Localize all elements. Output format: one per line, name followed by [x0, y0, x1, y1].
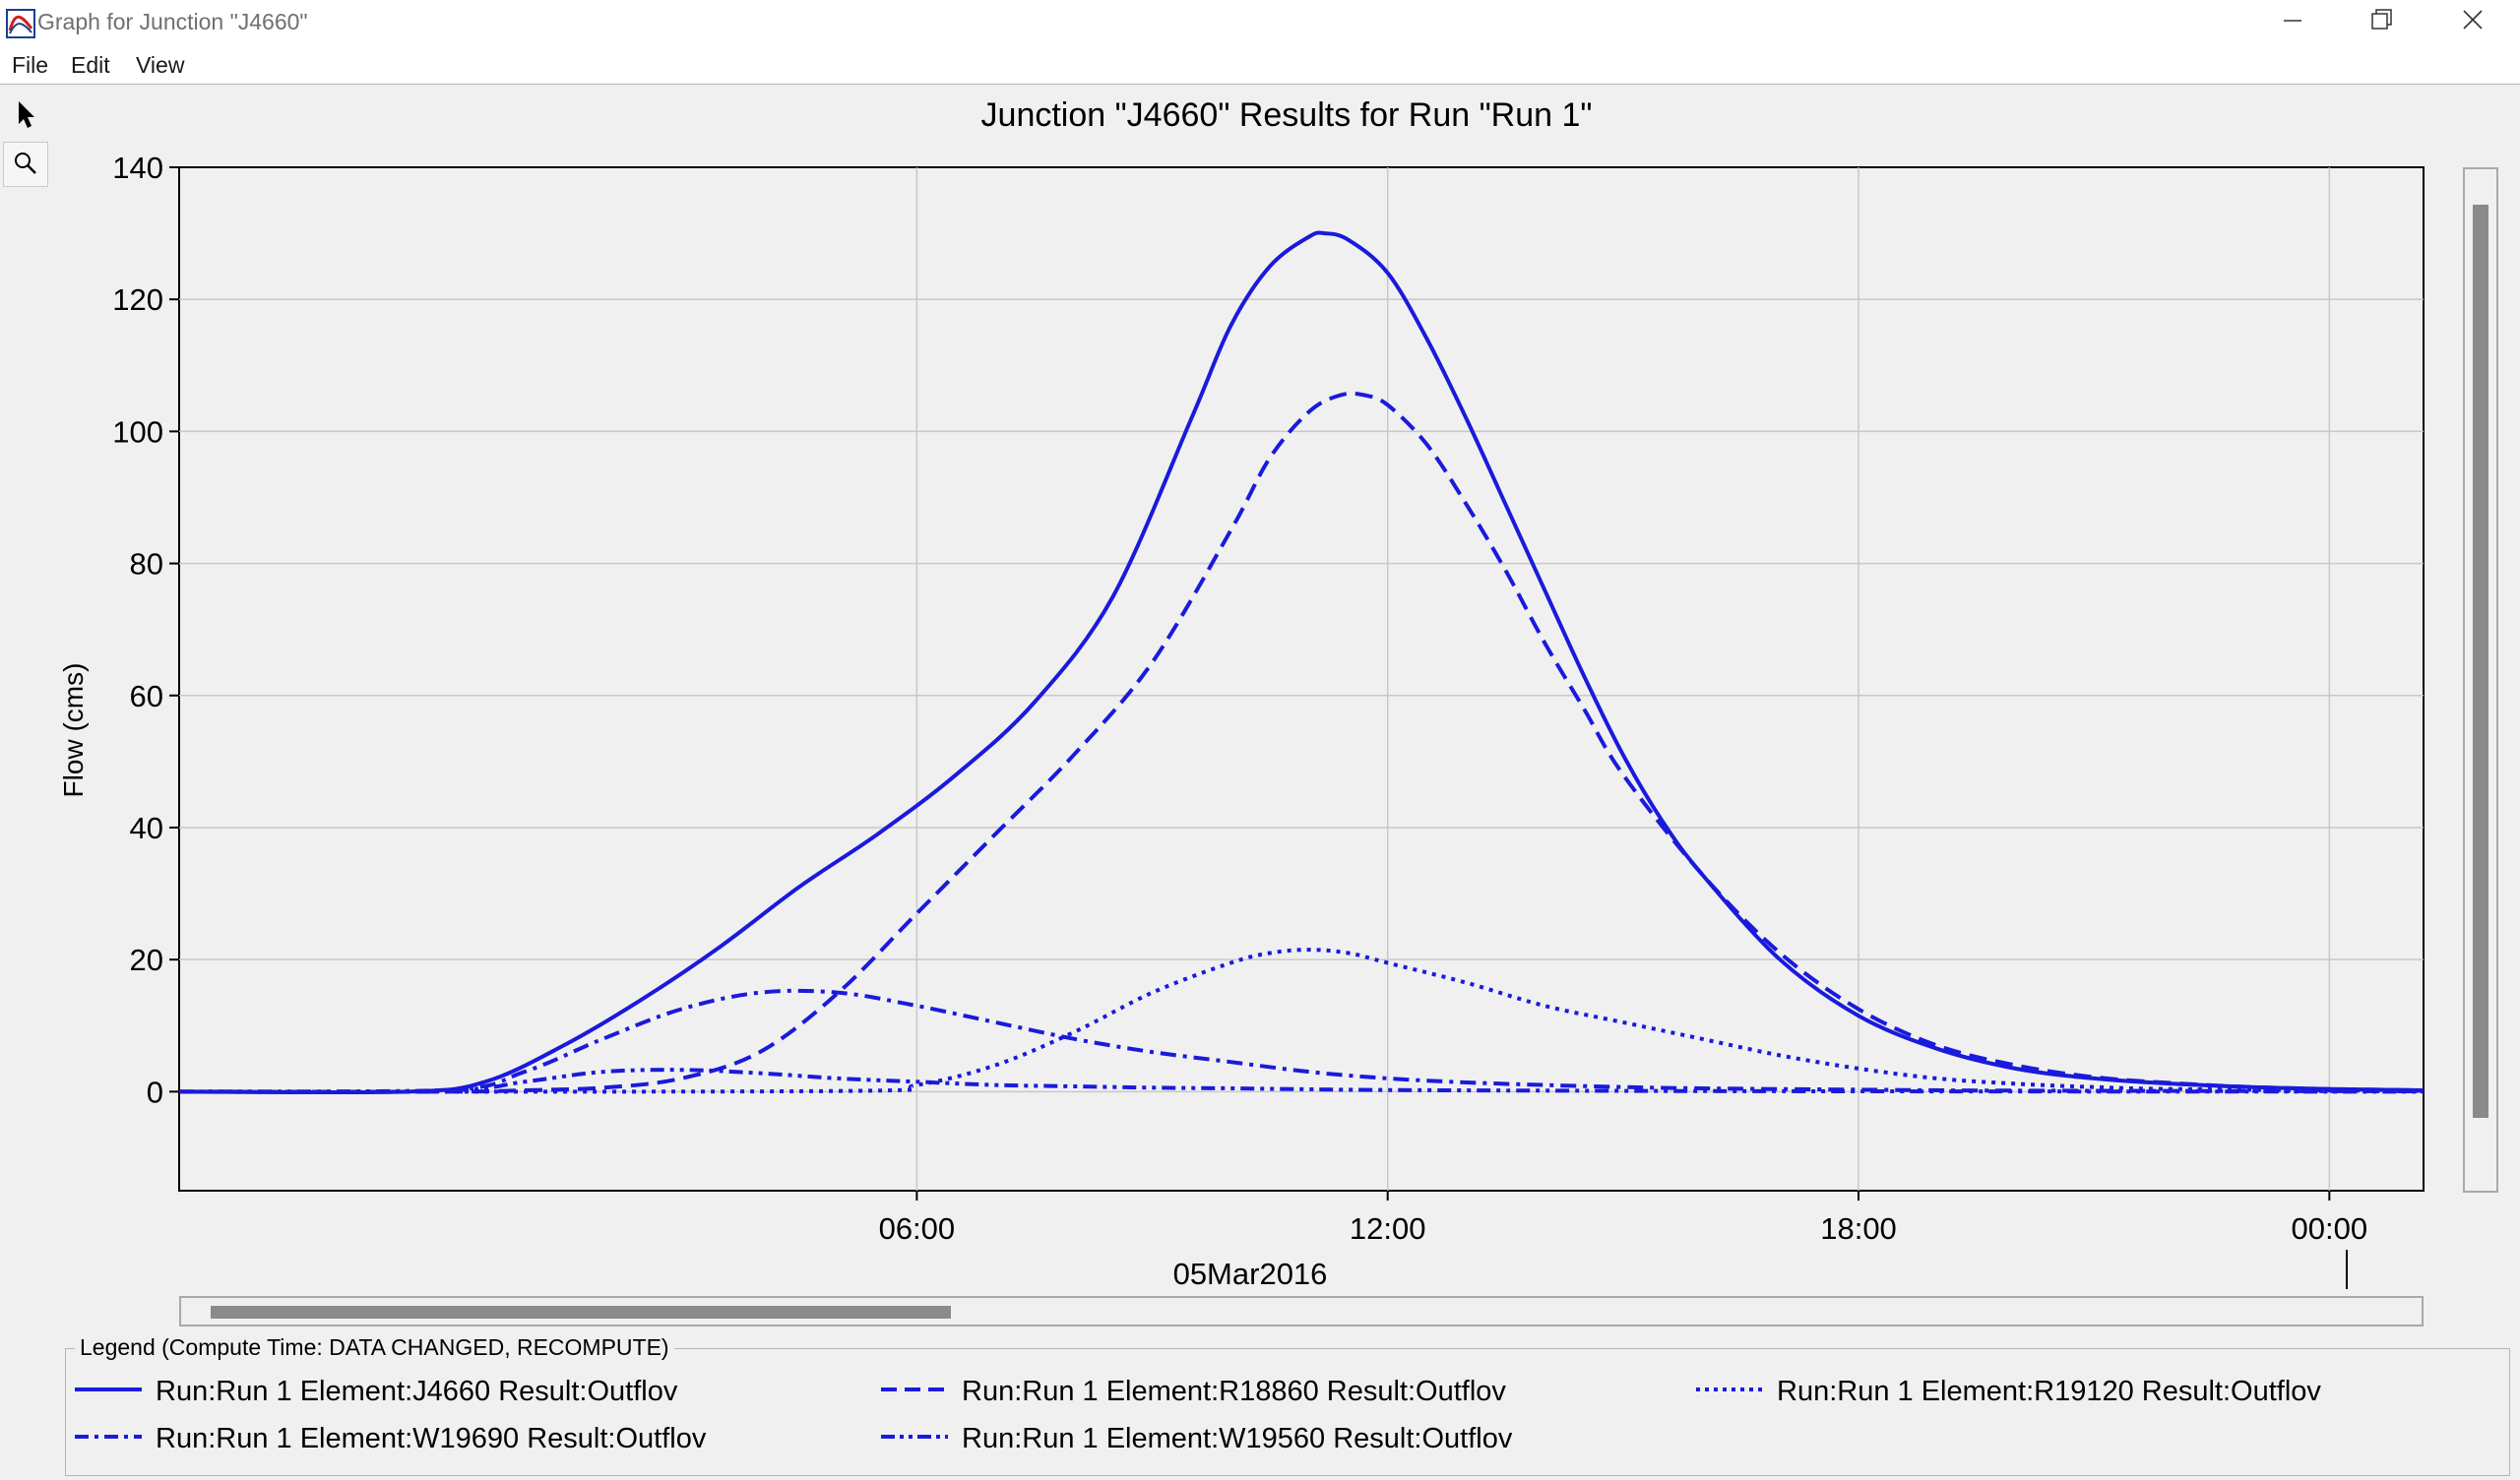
minimize-icon: [2284, 20, 2301, 22]
menu-view[interactable]: View: [136, 52, 185, 78]
legend-label: Run:Run 1 Element:J4660 Result:Outflov: [156, 1376, 678, 1407]
legend-item: Run:Run 1 Element:R18860 Result:Outflov: [881, 1372, 1570, 1411]
hec-hms-graph-icon: [6, 9, 35, 38]
menu-edit[interactable]: Edit: [71, 52, 110, 78]
chart-title: Junction "J4660" Results for Run "Run 1": [981, 96, 1593, 134]
menu-bar: File Edit View: [0, 47, 2520, 85]
pointer-arrow-icon: [19, 101, 34, 128]
minimize-button[interactable]: [2246, 0, 2337, 47]
horizontal-scrollbar-thumb[interactable]: [211, 1306, 951, 1319]
series-lines: [178, 230, 2425, 1095]
y-tick-label: 60: [130, 679, 163, 713]
x-tick-label: 12:00: [1350, 1211, 1426, 1246]
restore-button[interactable]: [2337, 0, 2427, 47]
y-tick-label: 80: [130, 547, 163, 582]
series-line-dotted: [178, 948, 2425, 1094]
legend-item: Run:Run 1 Element:W19560 Result:Outflov: [881, 1419, 1570, 1458]
legend-item: Run:Run 1 Element:W19690 Result:Outflov: [75, 1419, 764, 1458]
menu-file[interactable]: File: [12, 52, 49, 78]
restore-icon: [2371, 9, 2392, 30]
x-tick-label: 18:00: [1820, 1211, 1897, 1246]
y-tick-label: 20: [130, 943, 163, 977]
legend-label: Run:Run 1 Element:R19120 Result:Outflov: [1777, 1376, 2321, 1407]
vertical-scrollbar[interactable]: [2463, 167, 2498, 1193]
x-tick-label: 06:00: [879, 1211, 956, 1246]
series-line-dash-dot: [178, 988, 2425, 1094]
zoom-tool-button[interactable]: [3, 142, 48, 187]
legend-label: Run:Run 1 Element:R18860 Result:Outflov: [962, 1376, 1506, 1407]
legend-swatch-dashed: [881, 1388, 948, 1391]
legend-swatch-solid: [75, 1388, 142, 1391]
x-axis-date-label: 05Mar2016: [1173, 1257, 1328, 1289]
x-tick-label: 00:00: [2292, 1211, 2368, 1246]
plot-frame: [178, 166, 2425, 1192]
flow-chart[interactable]: Junction "J4660" Results for Run "Run 1"…: [0, 84, 2520, 1289]
x-axis-ticks: 06:00 12:00 18:00 00:00: [879, 1191, 2368, 1246]
legend-panel: [65, 1348, 2510, 1476]
legend-swatch-dash-dot: [75, 1435, 142, 1439]
series-line-solid: [178, 230, 2425, 1095]
zoom-magnifier-icon: [15, 153, 36, 174]
legend-swatch-dotted: [1696, 1388, 1763, 1391]
y-tick-label: 120: [112, 282, 163, 317]
window-title: Graph for Junction "J4660": [37, 9, 308, 34]
y-tick-label: 0: [147, 1075, 163, 1109]
series-line-dash-dot-dot: [178, 1068, 2425, 1094]
series-line-dashed: [178, 391, 2425, 1094]
close-button[interactable]: [2427, 0, 2518, 47]
y-axis-ticks: 0 20 40 60 80 100 120 140: [112, 151, 179, 1109]
legend-item: Run:Run 1 Element:R19120 Result:Outflov: [1696, 1372, 2385, 1411]
legend-swatch-dash-dot-dot: [881, 1435, 948, 1439]
legend-label: Run:Run 1 Element:W19560 Result:Outflov: [962, 1423, 1513, 1454]
y-axis-label: Flow (cms): [58, 663, 89, 798]
legend-item: Run:Run 1 Element:J4660 Result:Outflov: [75, 1372, 764, 1411]
legend-label: Run:Run 1 Element:W19690 Result:Outflov: [156, 1423, 707, 1454]
y-tick-label: 100: [112, 414, 163, 449]
title-bar: Graph for Junction "J4660": [0, 0, 2520, 47]
legend-title: Legend (Compute Time: DATA CHANGED, RECO…: [75, 1334, 674, 1361]
horizontal-scrollbar[interactable]: [179, 1296, 2424, 1326]
y-tick-label: 40: [130, 811, 163, 845]
vertical-scrollbar-thumb[interactable]: [2473, 205, 2488, 1118]
close-icon: [2463, 10, 2483, 30]
y-tick-label: 140: [112, 151, 163, 185]
pointer-tool-button[interactable]: [3, 91, 48, 136]
